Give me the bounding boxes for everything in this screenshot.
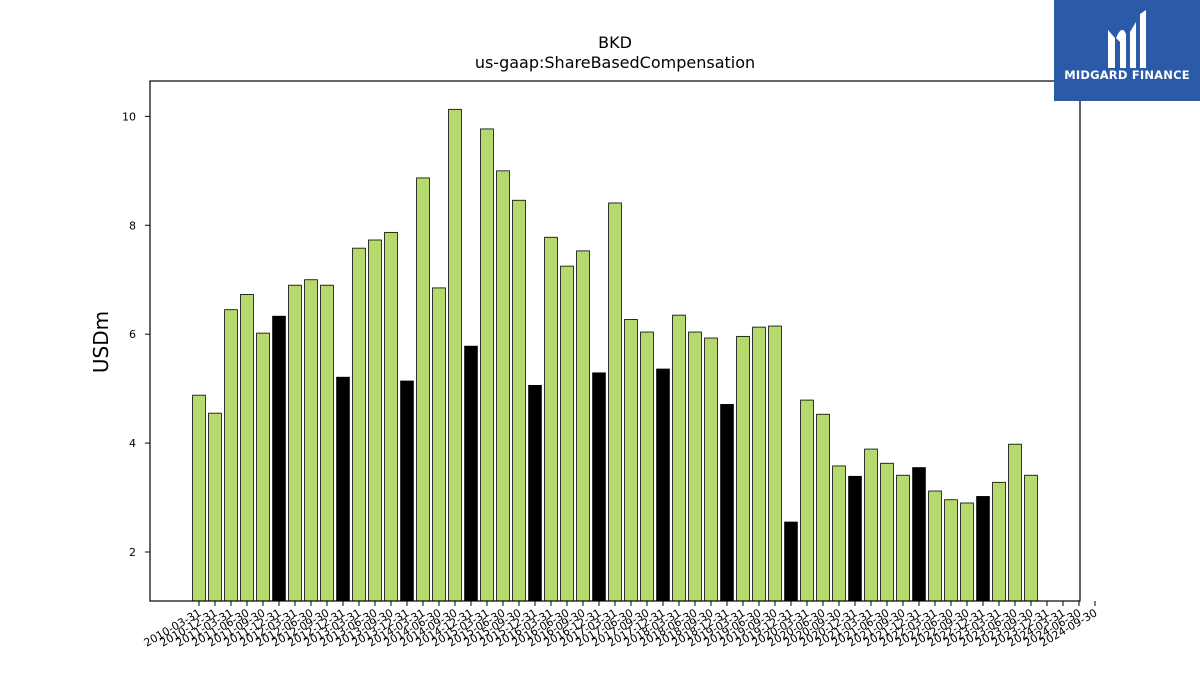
y-axis-label: USDm xyxy=(89,311,113,373)
bar xyxy=(448,108,462,602)
bar xyxy=(416,177,430,602)
bar xyxy=(368,239,382,602)
bar xyxy=(688,331,702,602)
bar xyxy=(528,384,542,602)
bar xyxy=(928,490,942,602)
bar xyxy=(976,496,990,602)
bar xyxy=(240,294,254,602)
bar xyxy=(432,287,446,602)
bar xyxy=(864,448,878,602)
bar xyxy=(736,335,750,602)
midgard-logo-icon xyxy=(1108,10,1146,68)
bar xyxy=(880,462,894,602)
bar xyxy=(768,325,782,602)
bar xyxy=(336,376,350,602)
bar xyxy=(256,332,270,602)
bar xyxy=(704,337,718,602)
bar xyxy=(816,413,830,602)
bars-group xyxy=(192,108,1038,602)
bar xyxy=(320,284,334,602)
bar xyxy=(912,467,926,602)
bar xyxy=(848,475,862,602)
bar xyxy=(656,368,670,602)
bar xyxy=(784,521,798,602)
bar xyxy=(400,380,414,602)
bar xyxy=(384,231,398,602)
midgard-logo: MIDGARD FINANCE xyxy=(1054,0,1200,101)
y-tick-label: 2 xyxy=(129,546,136,559)
bar xyxy=(1008,443,1022,602)
bar xyxy=(960,502,974,602)
plot-frame xyxy=(149,80,1081,602)
bar xyxy=(640,331,654,602)
bar xyxy=(496,170,510,602)
bar xyxy=(464,345,478,602)
bar xyxy=(560,265,574,602)
bar xyxy=(512,199,526,602)
bar xyxy=(752,326,766,602)
bar xyxy=(944,499,958,602)
bar xyxy=(304,279,318,602)
bar xyxy=(800,399,814,602)
bar xyxy=(352,247,366,602)
bar xyxy=(480,128,494,602)
bar xyxy=(672,314,686,602)
bar xyxy=(576,250,590,602)
y-tick-label: 4 xyxy=(129,437,136,450)
bar xyxy=(608,202,622,602)
bar xyxy=(1024,474,1038,602)
bar xyxy=(624,319,638,602)
x-axis-ticks: 2010-03-312010-12-312011-03-312011-06-30… xyxy=(142,601,1100,650)
bar xyxy=(896,474,910,602)
bar xyxy=(272,315,286,602)
bar xyxy=(992,481,1006,602)
bar xyxy=(720,404,734,602)
bar xyxy=(592,372,606,602)
bar xyxy=(832,465,846,602)
bar xyxy=(544,236,558,602)
bar xyxy=(224,309,238,602)
chart-subtitle: us-gaap:ShareBasedCompensation xyxy=(475,53,755,72)
logo-text: MIDGARD FINANCE xyxy=(1064,68,1190,82)
bar xyxy=(288,284,302,602)
bar xyxy=(208,412,222,602)
y-tick-label: 10 xyxy=(122,110,136,123)
chart-title: BKD xyxy=(598,33,632,52)
y-tick-label: 6 xyxy=(129,328,136,341)
y-axis-ticks: 2 4 6 8 10 xyxy=(122,110,150,559)
y-tick-label: 8 xyxy=(129,219,136,232)
bar xyxy=(192,394,206,602)
